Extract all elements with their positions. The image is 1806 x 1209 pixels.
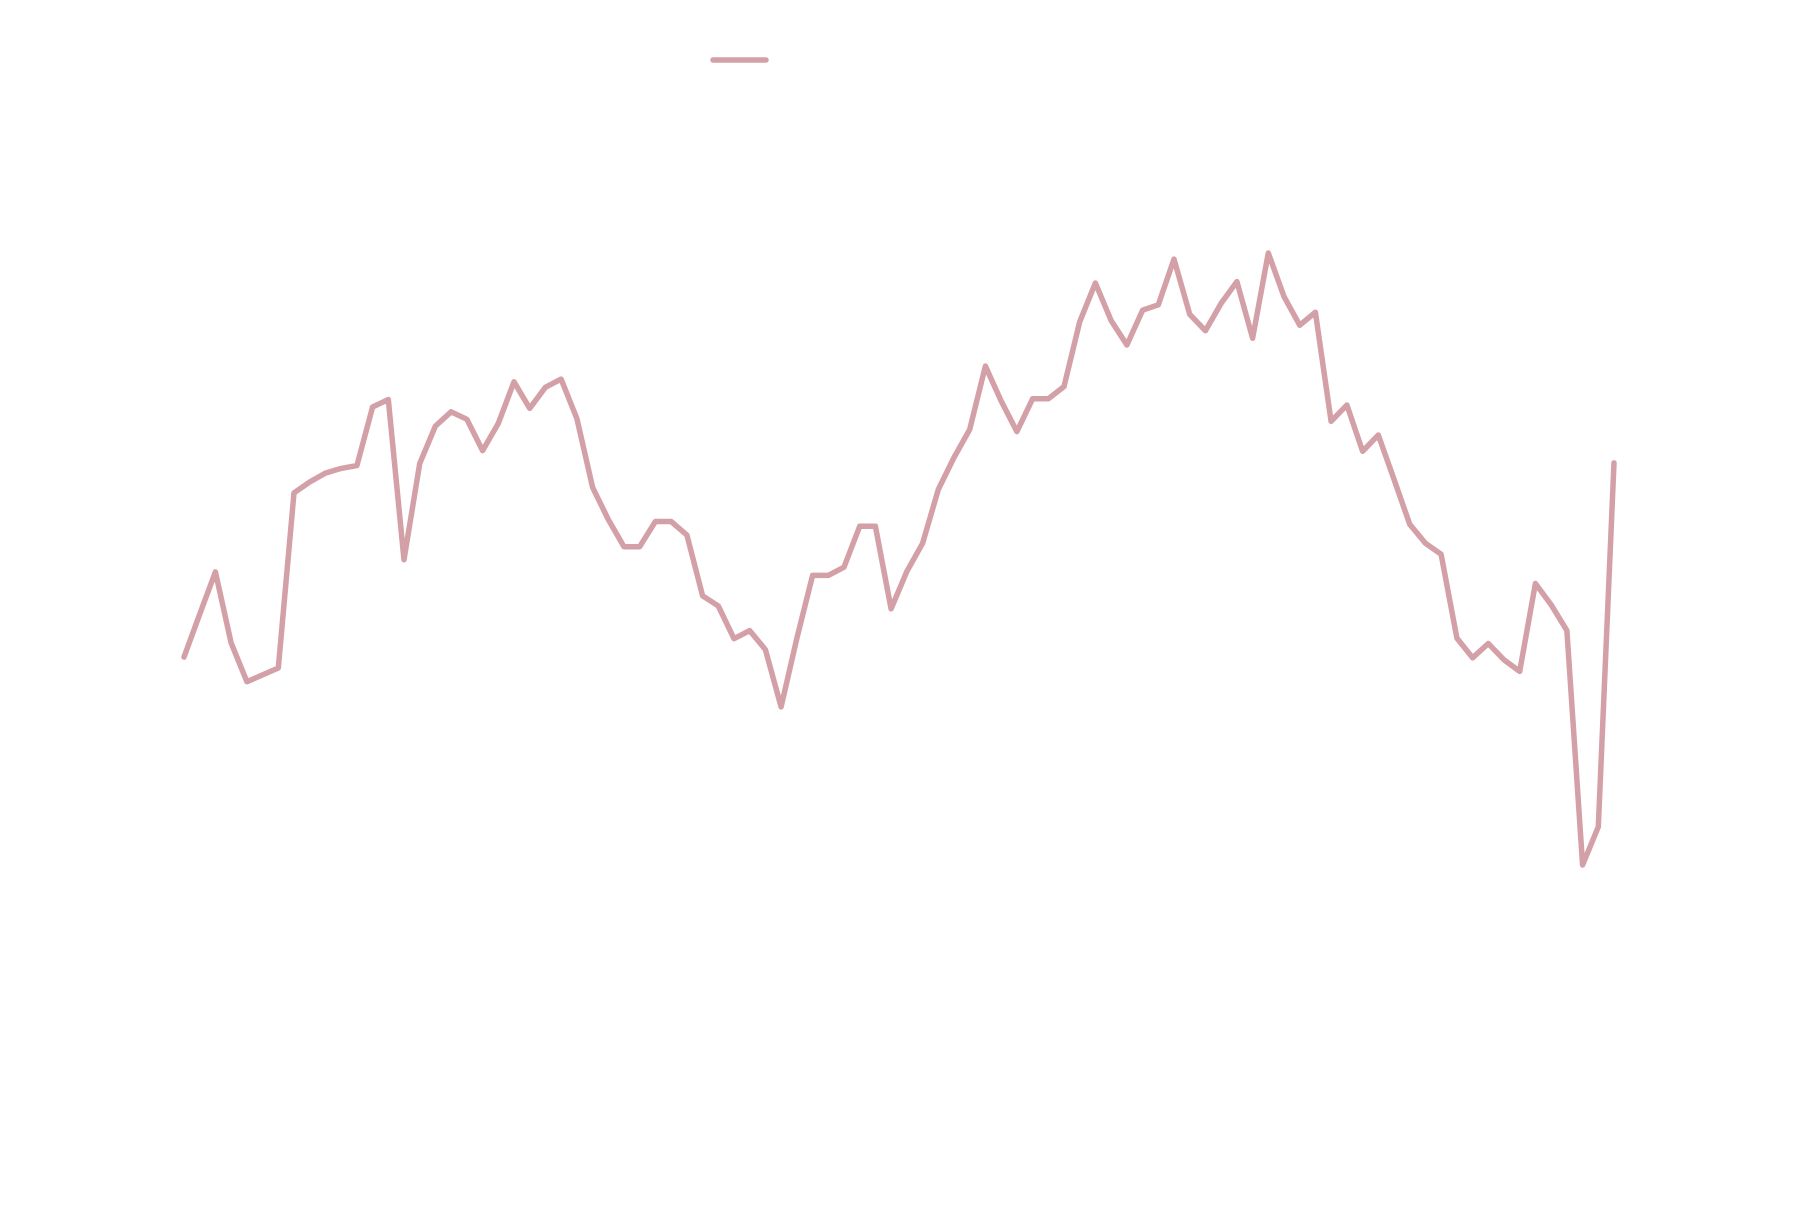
plot-area	[181, 250, 1617, 868]
data-points	[183, 252, 1615, 866]
series-line	[181, 250, 1617, 868]
